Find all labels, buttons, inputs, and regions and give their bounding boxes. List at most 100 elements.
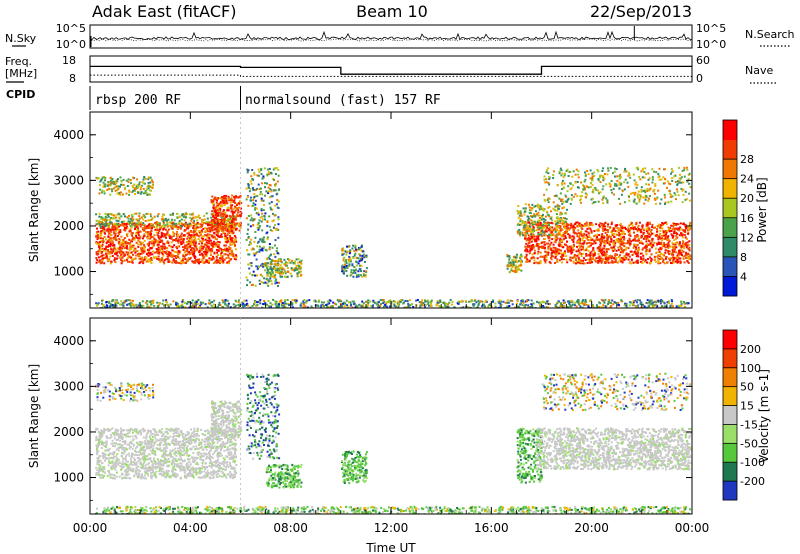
power-echo-cell [115, 230, 117, 233]
power-echo-cell [190, 224, 193, 227]
power-echo-cell [158, 222, 161, 225]
power-echo-cell [620, 250, 623, 253]
nsearch-series-line [89, 38, 693, 44]
power-echo-cell [188, 222, 191, 225]
power-echo-cell [583, 186, 586, 189]
power-echo-cell [266, 182, 268, 185]
power-echo-cell [184, 229, 187, 232]
power-echo-cell [673, 192, 676, 195]
power-echo-cell [130, 251, 133, 254]
power-echo-cell [664, 201, 667, 204]
power-echo-cell [554, 253, 557, 255]
power-echo-cell [138, 255, 141, 258]
power-echo-cell [349, 250, 352, 253]
power-echo-cell [122, 178, 125, 181]
power-echo-cell [529, 215, 532, 218]
power-echo-cell [216, 212, 219, 215]
power-echo-cell [361, 250, 364, 252]
power-echo-cell [637, 251, 639, 254]
power-echo-cell [572, 239, 575, 242]
power-echo-cell [656, 228, 659, 231]
power-echo-cell [151, 184, 154, 187]
power-echo-cell [564, 194, 567, 197]
power-echo-cell [220, 215, 223, 217]
power-echo-cell [584, 196, 587, 199]
power-echo-cell [233, 221, 236, 224]
power-echo-cell [125, 251, 128, 254]
power-echo-cell [644, 235, 647, 237]
power-echo-cell [201, 260, 204, 263]
power-echo-cell [227, 209, 230, 212]
power-echo-cell [101, 230, 103, 232]
power-echo-cell [152, 250, 154, 253]
power-echo-cell [294, 269, 296, 271]
power-echo-cell [536, 252, 539, 255]
power-echo-cell [586, 235, 589, 238]
power-echo-cell [527, 229, 530, 232]
power-echo-cell [103, 176, 106, 178]
power-echo-cell [219, 201, 222, 204]
power-echo-cell [552, 207, 555, 210]
power-echo-cell [234, 201, 237, 204]
power-echo-cell [113, 182, 115, 185]
power-echo-cell [676, 232, 678, 235]
power-echo-cell [672, 259, 675, 262]
power-echo-cell [264, 212, 267, 215]
power-echo-cell [260, 169, 263, 171]
power-echo-cell [555, 239, 558, 241]
power-echo-cell [598, 255, 601, 258]
power-echo-cell [582, 235, 585, 237]
power-echo-cell [217, 246, 220, 248]
power-echo-cell [276, 180, 279, 183]
power-echo-cell [529, 237, 532, 240]
power-echo-cell [607, 242, 610, 245]
power-echo-cell [624, 228, 627, 230]
power-echo-cell [277, 174, 280, 177]
power-echo-cell [628, 174, 631, 176]
power-echo-cell [246, 279, 249, 282]
power-echo-cell [138, 237, 141, 240]
power-echo-cell [212, 225, 215, 228]
power-echo-cell [284, 261, 287, 264]
power-echo-cell [668, 250, 671, 253]
power-echo-cell [199, 261, 202, 263]
power-echo-cell [131, 260, 133, 263]
power-echo-cell [660, 252, 662, 255]
power-echo-cell [681, 233, 684, 236]
power-echo-cell [149, 234, 152, 237]
power-echo-cell [116, 254, 119, 257]
power-echo-cell [591, 238, 594, 241]
power-echo-cell [256, 174, 259, 177]
power-echo-cell [143, 244, 146, 247]
cpid-row: CPID rbsp 200 RF normalsound (fast) 157 … [6, 86, 441, 110]
power-echo-cell [665, 243, 668, 246]
nsky-series-line [89, 30, 693, 42]
power-echo-cell [247, 169, 250, 172]
power-echo-cell [97, 230, 100, 233]
power-echo-cell [562, 234, 565, 237]
power-echo-cell [561, 202, 564, 205]
power-echo-cell [645, 230, 648, 232]
power-echo-cell [549, 243, 552, 246]
power-echo-cell [100, 217, 103, 220]
power-echo-cell [261, 182, 264, 185]
power-echo-cell [263, 204, 266, 206]
power-echo-cell [118, 216, 121, 219]
power-echo-cell [590, 182, 592, 184]
power-echo-cell [527, 221, 530, 224]
power-echo-cell [142, 213, 145, 216]
power-echo-cell [579, 201, 582, 204]
nave-label: Nave [745, 64, 773, 77]
power-echo-cell [199, 231, 202, 234]
power-echo-cell [261, 249, 264, 252]
power-echo-cell [140, 184, 143, 187]
power-echo-cell [261, 177, 264, 180]
power-echo-cell [649, 243, 652, 246]
power-echo-cell [687, 231, 690, 234]
power-echo-cell [518, 260, 521, 263]
power-echo-cell [194, 259, 197, 262]
power-echo-cell [114, 252, 116, 255]
power-echo-cell [676, 256, 679, 259]
power-echo-cell [198, 234, 201, 237]
power-echo-cell [106, 241, 109, 244]
